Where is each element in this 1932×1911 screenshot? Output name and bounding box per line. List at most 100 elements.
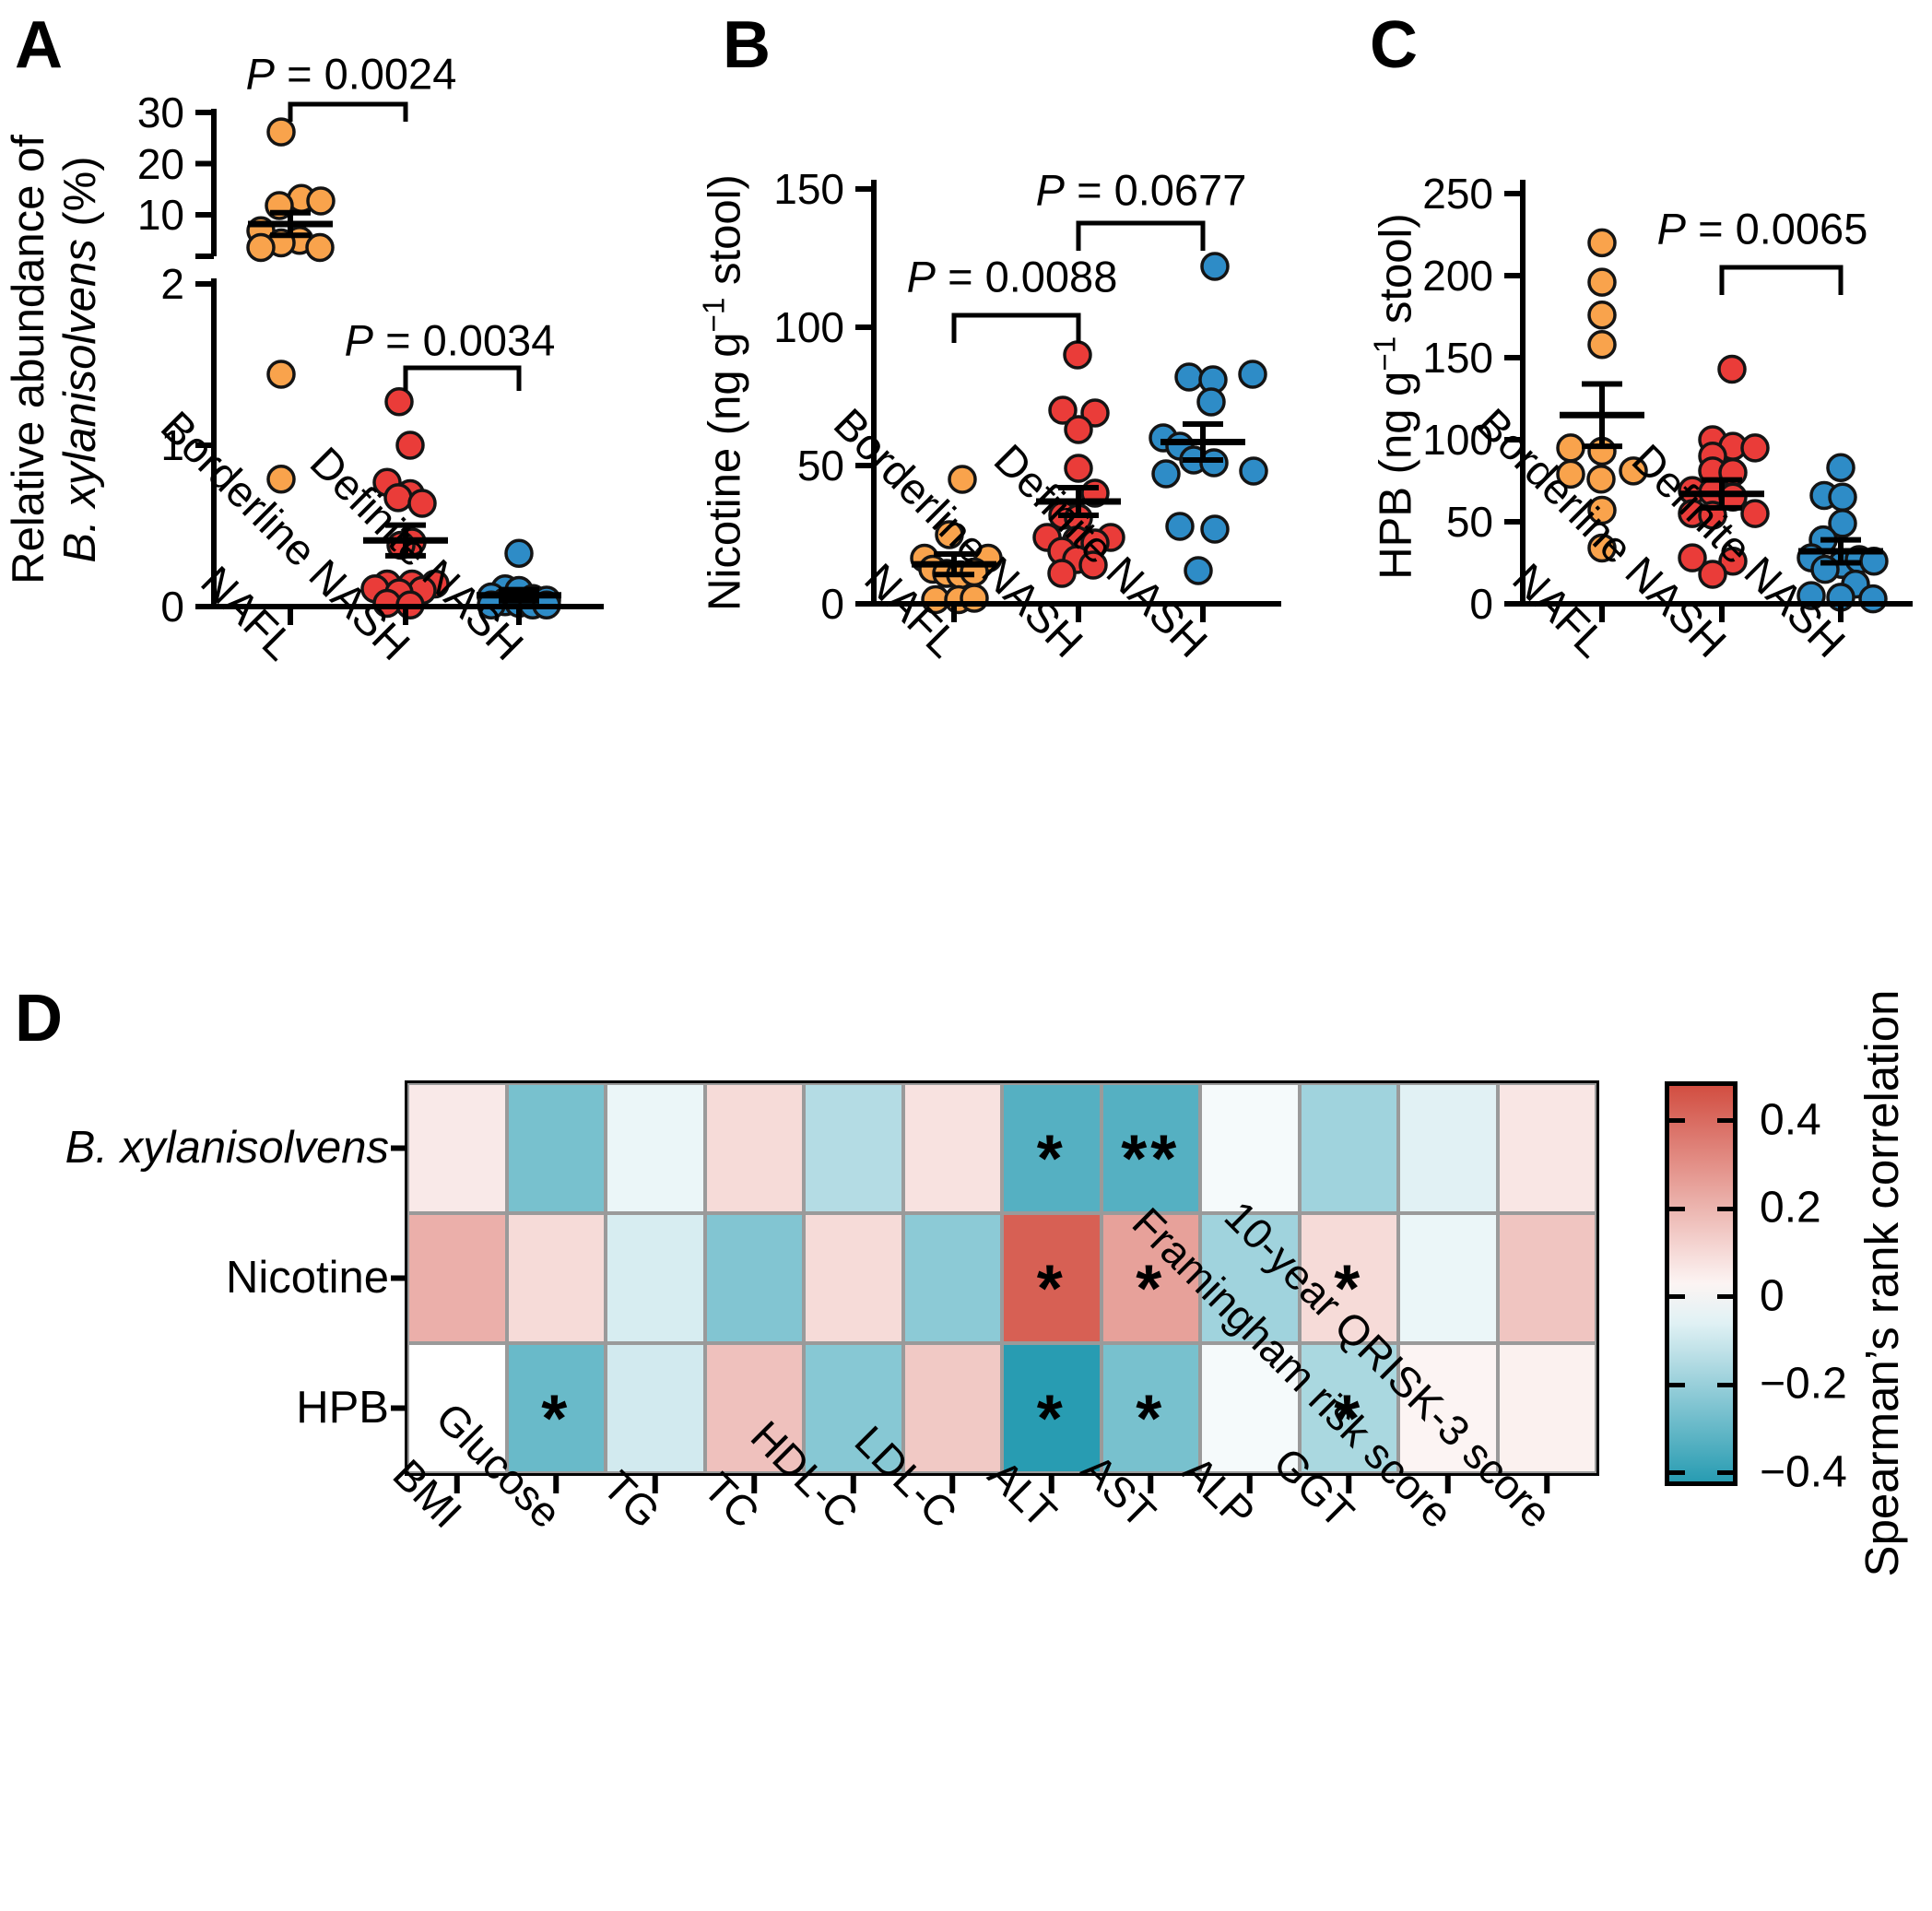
heatmap-cell-b-xylanisolvens-bmi [407,1083,507,1213]
colorbar-tick-label: 0.4 [1760,1095,1821,1145]
panel-b-ytick-label-text: 100 [773,302,844,351]
panel-a-dot-nafl [305,232,335,263]
panel-c-dot-definite-nash [1828,509,1857,538]
colorbar-title: Spearman’s rank correlation [1855,989,1908,1577]
heatmap-cell-b-xylanisolvens-alp [1200,1083,1300,1213]
panel-a-dot-nafl [246,232,276,263]
panel-a-dot-borderline-nash [384,387,414,417]
colorbar-tick-label: 0 [1760,1271,1785,1321]
panel-b-dot-definite-nash [1151,459,1181,489]
panel-a-ytick-label-text: 30 [136,88,184,136]
panel-b-dot-borderline-nash [1047,559,1077,588]
panel-b-dot-borderline-nash [1063,340,1092,370]
panel-b-sig-bracket [1076,220,1206,251]
significance-stars: * [1136,1381,1166,1456]
panel-a-dot-nafl [306,186,336,216]
colorbar-tick-right [1717,1470,1733,1476]
heatmap-cell-nicotine-10-year-qrisk-3-score [1497,1213,1596,1343]
significance-stars: * [1334,1251,1364,1326]
panel-c-sig-bracket [1719,265,1844,295]
significance-stars: * [1036,1121,1066,1196]
heatmap-cell-hpb-ldl-c [902,1343,1002,1473]
significance-stars: * [1334,1381,1364,1456]
heatmap-cell-nicotine-alt: * [1002,1213,1101,1343]
heatmap-cell-hpb-hdl-c [804,1343,903,1473]
panel-a-letter: A [15,8,64,82]
colorbar-tick-right [1717,1206,1733,1211]
heatmap-grid: * ** * * * * * * * [407,1083,1596,1473]
panel-c-dot-nafl [1556,459,1585,490]
colorbar-tick-label: −0.2 [1760,1359,1847,1409]
panel-b-dot-definite-nash [1196,387,1226,417]
heatmap-cell-b-xylanisolvens-hdl-c [804,1083,903,1213]
colorbar-tick-left [1669,1118,1685,1124]
significance-stars: * [1036,1381,1066,1456]
heatmap-cell-hpb-alp [1200,1343,1300,1473]
heatmap-cell-hpb-glucose: * [506,1343,606,1473]
heatmap-cell-hpb-bmi [407,1343,507,1473]
heatmap-cell-nicotine-glucose [506,1213,606,1343]
panel-a-dot-definite-nash [504,538,534,568]
panel-c-dot-definite-nash [1828,482,1857,513]
heatmap-cell-hpb-framingham-risk-score [1398,1343,1498,1473]
panel-c-ytick-label-text: 250 [1422,169,1493,218]
panel-c-dot-borderline-nash [1740,499,1770,528]
panel-a-ytick-label-text: 0 [160,582,184,631]
heatmap-cell-b-xylanisolvens-alt: * [1002,1083,1101,1213]
significance-stars: * [1036,1251,1066,1326]
panel-a-ytick-label-text: 10 [136,190,184,239]
panel-a-ytick-label-text: 20 [136,139,184,188]
panel-b-ytick-label-text: 150 [773,164,844,213]
heatmap-row-label-b-xylanisolvens: B. xylanisolvens [65,1123,389,1173]
panel-b-dot-definite-nash [1238,360,1267,389]
panel-c-dot-nafl [1587,228,1617,258]
heatmap-cell-hpb-alt: * [1002,1343,1101,1473]
heatmap-cell-b-xylanisolvens-ast: ** [1101,1083,1200,1213]
heatmap-cell-hpb-ggt: * [1299,1343,1398,1473]
panel-b-dot-definite-nash [1200,514,1230,544]
heatmap-cell-b-xylanisolvens-framingham-risk-score [1398,1083,1498,1213]
panel-b-dot-borderline-nash [1048,395,1078,425]
panel-b-dot-borderline-nash [1064,415,1093,444]
significance-stars: * [541,1381,571,1456]
panel-a-pvalue-label-text: P = 0.0034 [344,315,556,365]
heatmap-cell-hpb-10-year-qrisk-3-score [1497,1343,1596,1473]
colorbar-tick-label: 0.2 [1760,1183,1821,1233]
panel-a-dot-nafl [266,360,296,389]
panel-c-pvalue-label-text: P = 0.0065 [1656,204,1868,254]
panel-c-dot-nafl [1586,464,1616,494]
heatmap-cell-nicotine-ast: * [1101,1213,1200,1343]
heatmap-cell-b-xylanisolvens-tc [704,1083,804,1213]
heatmap-cell-nicotine-ggt: * [1299,1213,1398,1343]
panel-b-dot-nafl [948,465,977,494]
panel-c-dot-definite-nash [1858,584,1888,614]
heatmap-row-label-hpb: HPB [296,1383,389,1433]
heatmap-row-label-nicotine: Nicotine [225,1253,389,1303]
panel-c-dot-nafl [1587,495,1617,525]
panel-a-ytick-label-text: 1 [160,420,184,469]
heatmap-cell-hpb-ast: * [1101,1343,1200,1473]
colorbar-tick-left [1669,1382,1685,1387]
panel-b-ytick-label-text: 50 [796,441,844,490]
heatmap-cell-b-xylanisolvens-10-year-qrisk-3-score [1497,1083,1596,1213]
colorbar-tick-left [1669,1470,1685,1476]
panel-a-dot-borderline-nash [407,489,437,518]
panel-b-letter: B [723,8,772,82]
heatmap-cell-b-xylanisolvens-glucose [506,1083,606,1213]
panel-c-ytick-label-text: 200 [1422,251,1493,300]
heatmap-cell-nicotine-tc [704,1213,804,1343]
panel-c-dot-borderline-nash [1718,546,1748,576]
panel-c-dot-nafl [1587,300,1617,330]
heatmap-cell-nicotine-hdl-c [804,1213,903,1343]
panel-b-dot-definite-nash [1200,252,1230,281]
panel-c-ytick-label-text: 100 [1422,415,1493,464]
panel-c-dot-nafl [1587,330,1617,360]
panel-c-ylabel: HPB (ng g−1 stool) [1368,213,1421,580]
panel-c-dot-definite-nash [1826,453,1855,483]
colorbar-tick-left [1669,1294,1685,1300]
heatmap-cell-hpb-tc [704,1343,804,1473]
panel-a-ytick-label-text: 2 [160,259,184,308]
panel-b-dot-definite-nash [1239,456,1268,486]
heatmap-cell-hpb-tg [606,1343,705,1473]
